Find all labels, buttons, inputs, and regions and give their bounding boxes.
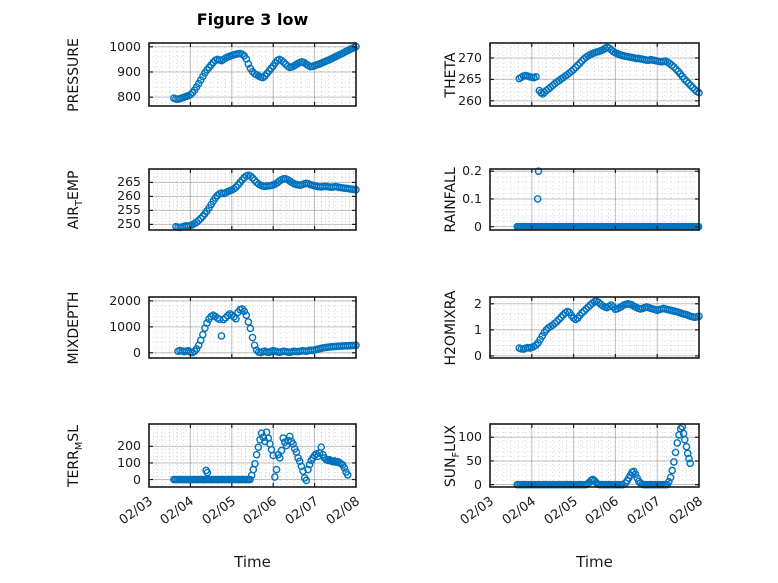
y-tick-label: 100 [117,454,141,470]
chart-canvas-theta [489,42,703,107]
y-axis-label-sun_flux: SUNFLUX [443,424,462,487]
axes-frame [489,42,700,107]
y-tick-label: 265 [458,71,482,87]
y-tick-label: 0 [474,476,482,492]
chart-canvas-h2omixra [489,296,703,359]
y-tick-label: 1000 [109,38,141,54]
figure-title: Figure 3 low [196,10,309,29]
y-tick-label: 50 [466,452,482,468]
axes-frame [489,296,700,359]
y-tick-label: 800 [117,89,141,105]
axes-frame [489,168,700,231]
data-points [170,428,352,485]
data-points [515,43,703,98]
axes-frame [489,423,700,488]
data-points [170,42,360,103]
subplot-theta [489,42,703,107]
y-tick-label: 900 [117,63,141,79]
subplot-mixdepth [148,296,360,359]
y-tick-label: 2000 [109,292,141,308]
y-tick-label: 1000 [109,318,141,334]
subplot-sun-flux [489,423,700,489]
data-points [515,297,703,353]
axes-frame [148,296,357,359]
chart-canvas-mixdepth [148,296,360,359]
subplot-airtemp [148,168,360,232]
y-tick-label: 0.2 [462,163,482,179]
y-axis-label-terr_msl: TERRMSL [66,424,85,487]
x-axis-title-left: Time [234,553,271,571]
chart-canvas-rainfall [489,167,703,231]
x-axis-title-right: Time [576,553,613,571]
y-tick-label: 100 [458,429,482,445]
subplot-rainfall [489,167,703,231]
y-tick-label: 0 [133,344,141,360]
y-tick-label: 265 [117,174,141,190]
chart-canvas-airtemp [148,168,360,232]
y-tick-label: 260 [117,188,141,204]
y-tick-label: 2 [474,295,482,311]
axes-frame [148,423,357,488]
chart-canvas-sun_flux [489,423,700,489]
y-tick-label: 1 [474,321,482,337]
chart-canvas-terr_msl [148,423,357,488]
y-tick-label: 250 [117,216,141,232]
axes-frame [148,168,357,231]
y-tick-label: 255 [117,202,141,218]
y-tick-label: 0.1 [462,190,482,206]
y-tick-label: 200 [117,438,141,454]
y-tick-label: 0 [474,347,482,363]
y-tick-label: 260 [458,92,482,108]
subplot-pressure [148,42,360,107]
axes-frame [148,42,357,107]
data-points [174,305,360,357]
chart-canvas-pressure [148,42,360,107]
y-tick-label: 0 [474,218,482,234]
subplot-h2omixra [489,296,703,359]
subplot-terr-msl [148,423,357,488]
y-tick-label: 0 [133,471,141,487]
y-tick-label: 270 [458,50,482,65]
